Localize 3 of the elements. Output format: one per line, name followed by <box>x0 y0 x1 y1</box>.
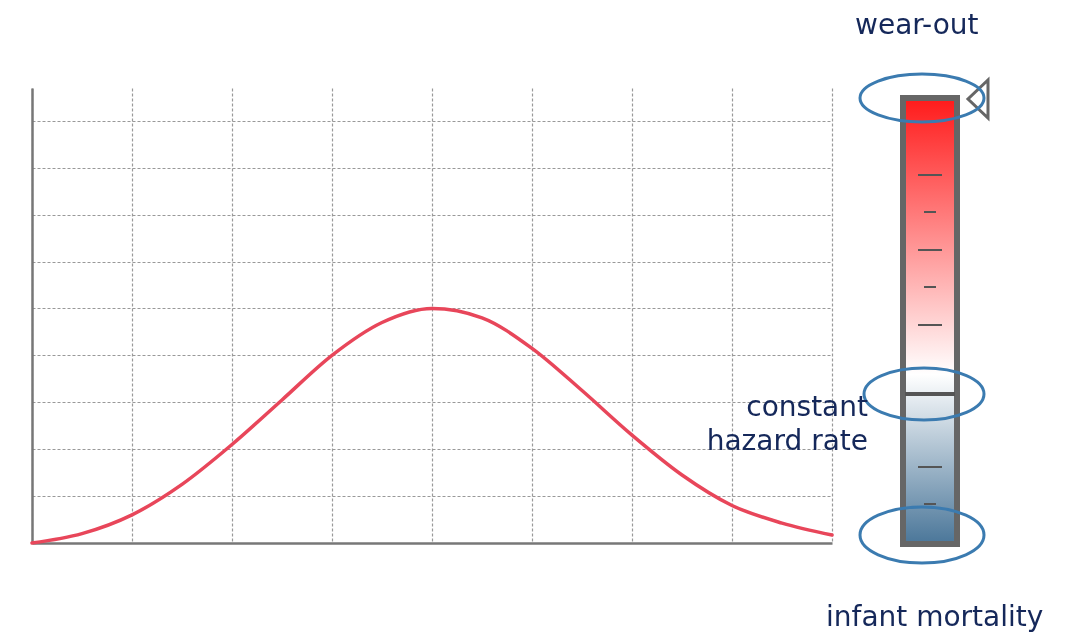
annotation: constant hazard rate <box>705 390 868 458</box>
text: infant mortality <box>826 600 1044 634</box>
text: wear-out <box>855 8 979 42</box>
